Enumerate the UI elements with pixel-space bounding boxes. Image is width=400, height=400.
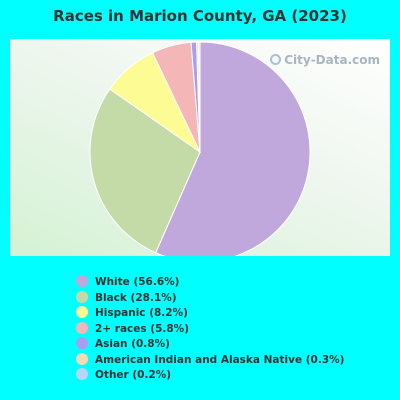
watermark-text: City-Data.com [284, 53, 380, 67]
legend-swatch [76, 321, 88, 334]
legend-label: American Indian and Alaska Native (0.3%) [95, 353, 345, 366]
legend-label: White (56.6%) [95, 276, 180, 288]
legend-item: Hispanic (8.2%) [76, 306, 344, 322]
legend-swatch [76, 368, 88, 380]
legend-label: 2+ races (5.8%) [95, 322, 189, 335]
legend-label: Hispanic (8.2%) [95, 307, 188, 319]
chart-title: Races in Marion County, GA (2023) [53, 7, 347, 25]
legend-swatch [76, 337, 88, 349]
legend-item: American Indian and Alaska Native (0.3%) [76, 352, 345, 369]
legend-label: Black (28.1%) [95, 291, 177, 304]
pie-slice-white [155, 41, 311, 256]
legend-swatch [76, 275, 88, 287]
legend-item: Asian (0.8%) [76, 337, 344, 353]
legend-item: Black (28.1%) [76, 290, 344, 307]
legend-item: Other (0.2%) [76, 368, 344, 384]
pie-slice-other [198, 41, 201, 153]
legend-swatch [76, 352, 88, 365]
legend-swatch [76, 290, 88, 303]
magnifier-icon [270, 54, 282, 65]
legend-item: 2+ races (5.8%) [76, 321, 344, 338]
legend-swatch [76, 306, 88, 318]
plot-area: City-Data.com [10, 39, 390, 256]
legend-label: Asian (0.8%) [95, 338, 170, 350]
legend: White (56.6%) Black (28.1%) Hispanic (8.2%… [76, 275, 344, 384]
watermark: City-Data.com [270, 53, 380, 67]
legend-item: White (56.6%) [76, 275, 344, 291]
legend-label: Other (0.2%) [95, 369, 172, 381]
pie-chart [89, 41, 311, 256]
pie-slice-black [89, 88, 201, 254]
